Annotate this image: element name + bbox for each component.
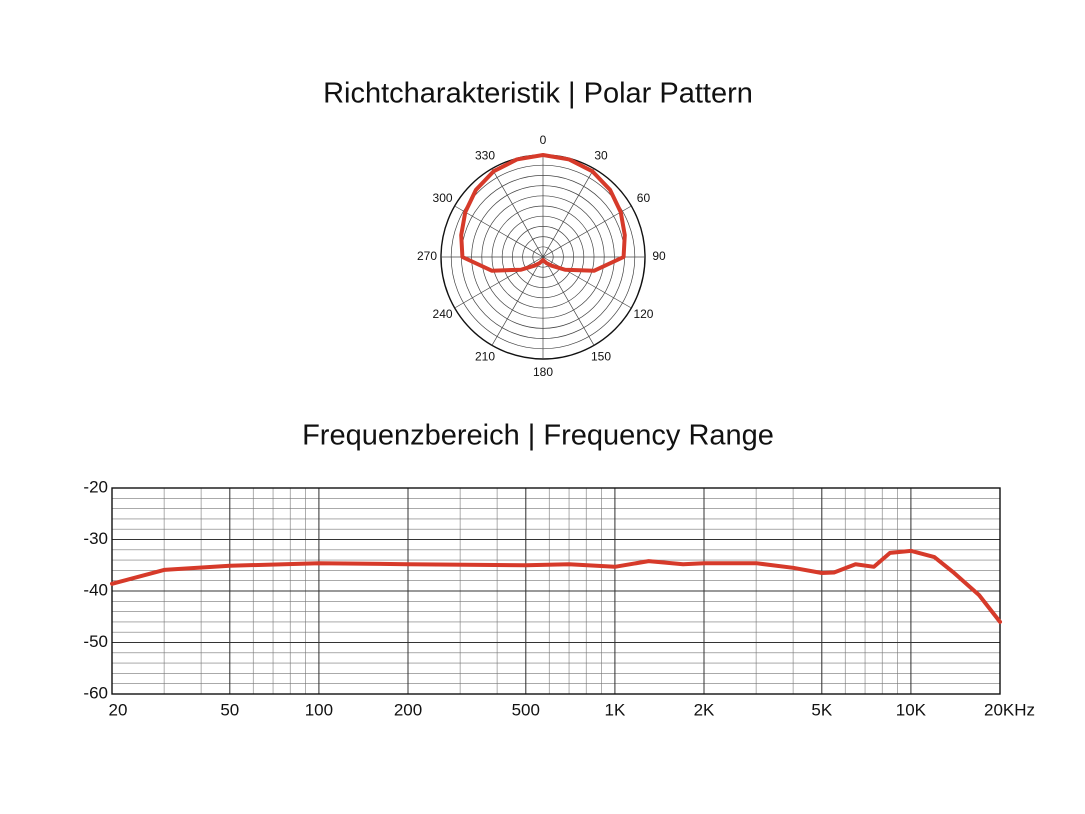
x-tick-label: 1K xyxy=(604,700,625,719)
x-tick-label: 50 xyxy=(220,700,239,719)
grid-spoke xyxy=(454,205,544,258)
x-tick-label: 5K xyxy=(811,700,832,719)
y-tick-label: -20 xyxy=(83,477,108,496)
x-tick-label: 200 xyxy=(394,700,422,719)
grid-spoke xyxy=(454,256,544,309)
y-tick-label: -40 xyxy=(83,580,108,599)
y-tick-label: -60 xyxy=(83,683,108,702)
chart-title: Richtcharakteristik | Polar Pattern xyxy=(323,78,753,110)
x-tick-label: 20 xyxy=(109,700,128,719)
grid-spoke xyxy=(491,168,544,258)
angle-label: 150 xyxy=(591,350,611,364)
x-tick-label: 10K xyxy=(896,700,927,719)
angle-label: 180 xyxy=(533,365,553,379)
x-tick-label: 2K xyxy=(694,700,715,719)
angle-label: 240 xyxy=(433,307,453,321)
angle-label: 120 xyxy=(633,307,653,321)
angle-label: 30 xyxy=(594,149,608,163)
angle-label: 90 xyxy=(652,249,666,263)
polar-line xyxy=(459,153,627,273)
angle-label: 210 xyxy=(475,350,495,364)
angle-label: 60 xyxy=(637,191,651,205)
x-tick-label: 500 xyxy=(512,700,540,719)
angle-label: 270 xyxy=(417,249,437,263)
grid-spoke xyxy=(542,205,632,258)
x-tick-label: 100 xyxy=(305,700,333,719)
grid-spoke xyxy=(542,256,632,309)
angle-label: 0 xyxy=(540,133,547,147)
angle-label: 300 xyxy=(433,191,453,205)
grid-spoke xyxy=(542,256,595,346)
angle-label: 330 xyxy=(475,149,495,163)
grid-spoke xyxy=(491,256,544,346)
x-tick-label: 20KHz xyxy=(984,700,1035,719)
y-tick-label: -30 xyxy=(83,529,108,548)
plot-frame xyxy=(111,487,1001,695)
grid-spoke xyxy=(542,168,595,258)
y-tick-label: -50 xyxy=(83,632,108,651)
line xyxy=(110,548,1002,624)
chart-title: Frequenzbereich | Frequency Range xyxy=(302,420,774,452)
